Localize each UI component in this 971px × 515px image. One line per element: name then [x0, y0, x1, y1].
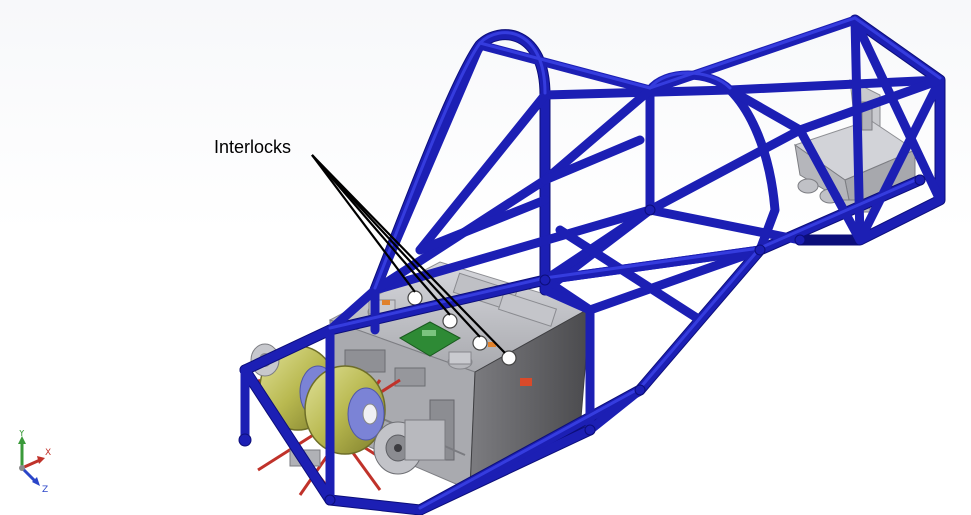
rear-motors[interactable]: [250, 343, 446, 496]
interlock-4[interactable]: [501, 350, 517, 366]
interlock-2[interactable]: [442, 313, 458, 329]
triad-y-label: Y: [18, 430, 25, 439]
triad-axes: [18, 436, 45, 486]
interlock-3[interactable]: [472, 335, 488, 351]
interlocks-callout-lines: [311, 154, 506, 354]
interlock-1[interactable]: [407, 290, 423, 306]
triad-x-label: X: [45, 448, 51, 458]
interlocks-label: Interlocks: [214, 137, 292, 157]
orientation-triad[interactable]: Y X Z: [8, 430, 58, 500]
control-pcb: [398, 321, 462, 357]
triad-z-label: Z: [42, 485, 48, 495]
